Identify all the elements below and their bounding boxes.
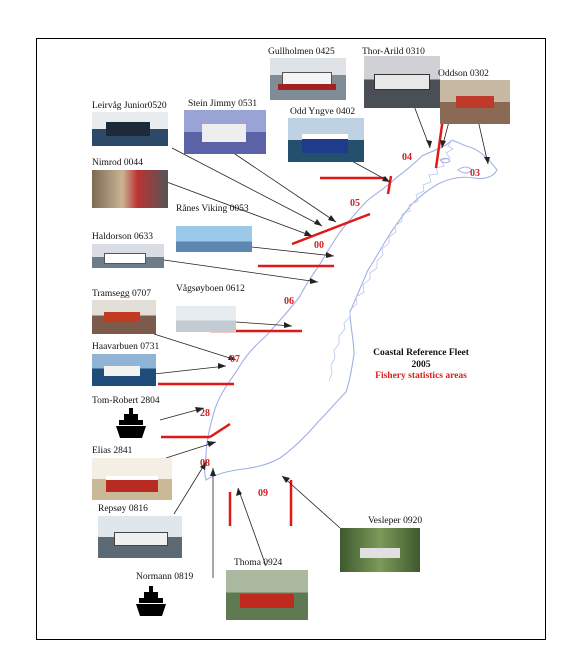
vessel-photo-odd-yngve bbox=[288, 118, 364, 162]
legend-title: Coastal Reference Fleet bbox=[373, 348, 469, 358]
vessel-photo-thoma bbox=[226, 570, 308, 620]
vessel-photo-vesleper bbox=[340, 528, 420, 572]
vessel-label: Rånes Viking 0053 bbox=[176, 204, 249, 214]
vessel-label: Gullholmen 0425 bbox=[268, 47, 335, 57]
vessel-label: Vågsøyboen 0612 bbox=[176, 284, 245, 294]
island-north bbox=[439, 157, 473, 174]
vessel-photo-nimrod bbox=[92, 170, 168, 208]
vessel-label: Tom-Robert 2804 bbox=[92, 396, 160, 406]
vessel-label: Repsøy 0816 bbox=[98, 504, 148, 514]
vessel-photo-oddson bbox=[440, 80, 510, 124]
vessel-label: Thor-Arild 0310 bbox=[362, 47, 425, 57]
coastline bbox=[203, 139, 498, 481]
area-label: 05 bbox=[350, 198, 360, 209]
vessel-photo-stein-jimmy bbox=[184, 110, 266, 154]
vessel-label: Leirvåg Junior0520 bbox=[92, 101, 167, 111]
area-label: 07 bbox=[230, 354, 240, 365]
area-label: 08 bbox=[200, 458, 210, 469]
vessel-photo-tramsegg bbox=[92, 300, 156, 334]
arrow-heads bbox=[195, 140, 490, 496]
vessel-photo-ranes-viking bbox=[176, 226, 252, 252]
vessel-photo-thor-arild bbox=[364, 56, 440, 108]
vessel-label: Haldorson 0633 bbox=[92, 232, 153, 242]
area-boundaries bbox=[158, 117, 445, 526]
vessel-label: Vesleper 0920 bbox=[368, 516, 423, 526]
vessel-label: Haavarbuen 0731 bbox=[92, 342, 160, 352]
vessel-label: Nimrod 0044 bbox=[92, 158, 143, 168]
legend-subtitle: Fishery statistics areas bbox=[375, 371, 467, 381]
vessel-photo-elias bbox=[92, 458, 172, 500]
area-label: 28 bbox=[200, 408, 210, 419]
area-label: 04 bbox=[402, 152, 412, 163]
vessel-label: Normann 0819 bbox=[136, 572, 194, 582]
legend-year: 2005 bbox=[411, 359, 431, 370]
area-label: 06 bbox=[284, 296, 294, 307]
map-frame bbox=[36, 38, 546, 640]
vessel-photo-vagsoybuen bbox=[176, 306, 236, 332]
vessel-photo-haavarbuen bbox=[92, 354, 156, 386]
coastline-jagged bbox=[328, 139, 454, 382]
ship-silhouette-icon bbox=[136, 586, 166, 616]
area-label: 09 bbox=[258, 488, 268, 499]
area-label: 03 bbox=[470, 168, 480, 179]
vessel-photo-repsoy bbox=[98, 516, 182, 558]
vessel-label: Tramsegg 0707 bbox=[92, 289, 152, 299]
vessel-label: Elias 2841 bbox=[92, 446, 133, 456]
ship-silhouette-icon bbox=[116, 408, 146, 438]
vessel-photo-haldorson bbox=[92, 244, 164, 268]
vessel-label: Odd Yngve 0402 bbox=[290, 107, 356, 117]
vessel-photo-gullholmen bbox=[270, 58, 346, 100]
vessel-label: Oddson 0302 bbox=[438, 69, 489, 79]
vessel-photo-leirvag-junior bbox=[92, 112, 168, 146]
map-legend: Coastal Reference Fleet 2005 Fishery sta… bbox=[366, 348, 476, 383]
vessel-label: Thoma 0924 bbox=[234, 558, 283, 568]
vessel-label: Stein Jimmy 0531 bbox=[188, 99, 258, 109]
area-label: 00 bbox=[314, 240, 324, 251]
